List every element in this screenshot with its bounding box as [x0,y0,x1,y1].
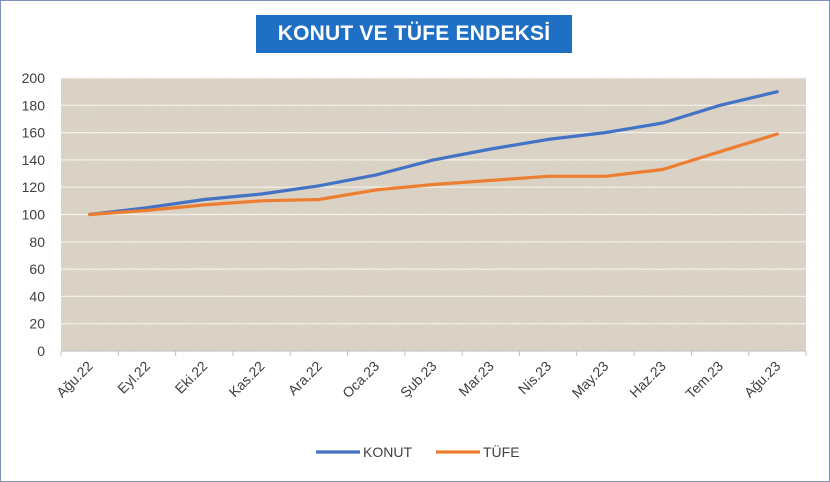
y-tick-label: 20 [29,316,45,332]
x-tick-label: Ağu.22 [53,358,96,401]
y-tick-label: 0 [37,343,45,359]
y-tick-label: 80 [29,234,45,250]
y-tick-label: 40 [29,288,45,304]
x-tick-label: Kas.22 [226,358,268,400]
y-tick-label: 140 [22,152,46,168]
y-tick-label: 60 [29,261,45,277]
y-tick-label: 100 [22,207,46,223]
legend-label: KONUT [363,444,412,460]
x-tick-label: Eyl.22 [114,358,153,397]
x-tick-label: Şub.23 [397,358,440,401]
x-tick-label: Oca.23 [339,358,382,401]
x-tick-label: Ara.22 [285,358,326,399]
y-tick-label: 120 [22,179,46,195]
chart-title: KONUT VE TÜFE ENDEKSİ [256,15,572,53]
series-line-konut [88,90,779,217]
series-line-tüfe [88,132,779,217]
x-tick-label: Eki.22 [172,358,211,397]
x-tick-label: Haz.23 [626,358,669,401]
y-tick-label: 160 [22,125,46,141]
legend-label: TÜFE [483,443,520,460]
x-tick-label: Mar.23 [455,358,497,400]
x-tick-label: May.23 [568,358,611,401]
x-tick-label: Nis.23 [515,358,555,398]
x-tick-label: Tem.23 [682,358,726,402]
y-tick-label: 200 [22,70,46,86]
x-tick-label: Ağu.23 [741,358,784,401]
y-tick-label: 180 [22,97,46,113]
